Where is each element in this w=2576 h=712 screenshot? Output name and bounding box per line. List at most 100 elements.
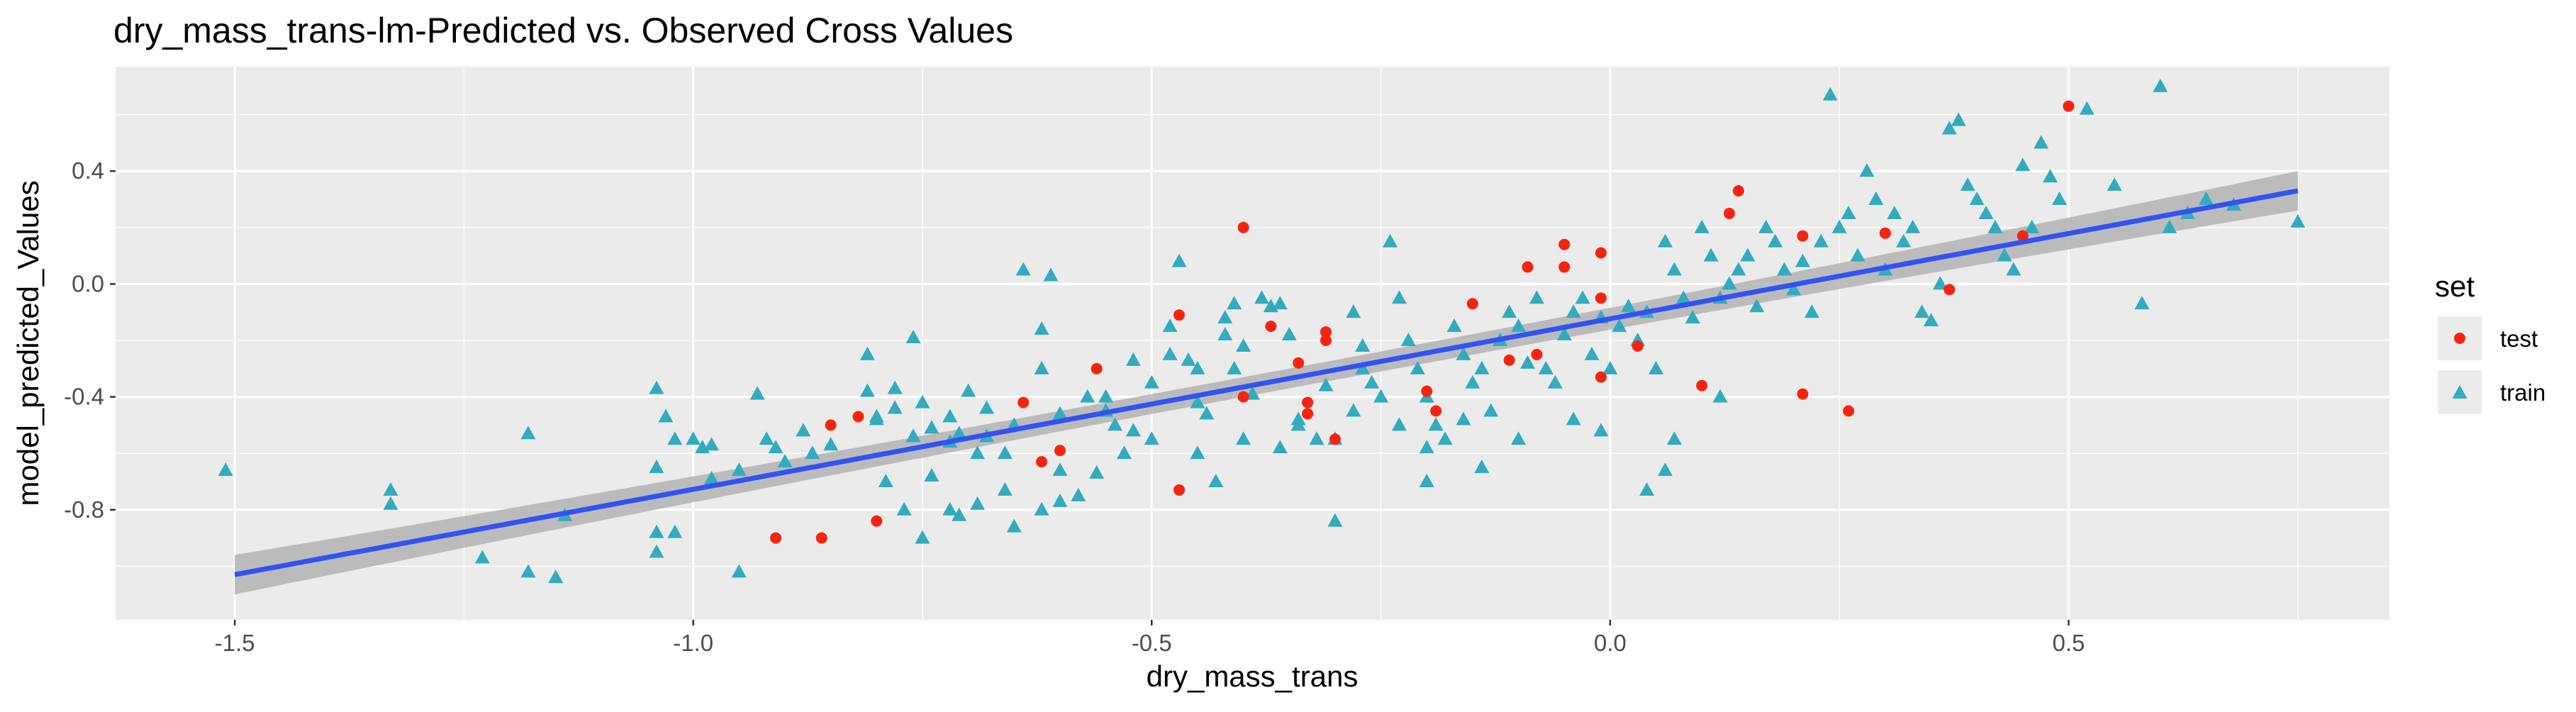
- train-point-36: [924, 468, 939, 482]
- train-point-31: [952, 425, 967, 440]
- train-point-153: [2006, 262, 2022, 276]
- train-point-32: [970, 445, 986, 460]
- train-point-78: [1318, 377, 1334, 391]
- train-point-138: [1868, 191, 1884, 206]
- train-point-54: [1034, 321, 1049, 335]
- train-point-104: [1556, 327, 1572, 341]
- train-point-106: [1575, 290, 1590, 304]
- train-point-132: [1813, 233, 1829, 247]
- legend-label-train: train: [2500, 379, 2546, 406]
- train-point-202: [768, 440, 784, 454]
- train-point-62: [1162, 346, 1178, 360]
- train-point-40: [887, 400, 903, 414]
- test-point-10: [1559, 261, 1571, 273]
- test-point-41: [815, 532, 827, 544]
- train-point-53: [1043, 267, 1059, 282]
- train-point-95: [1474, 360, 1490, 374]
- train-point-38: [905, 330, 921, 344]
- train-point-114: [1648, 360, 1663, 374]
- train-point-170: [1190, 445, 1205, 460]
- train-point-184: [1639, 482, 1655, 496]
- train-point-156: [2034, 135, 2049, 149]
- train-point-144: [1923, 313, 1939, 327]
- test-point-4: [1797, 230, 1809, 242]
- train-point-68: [1217, 327, 1233, 341]
- train-point-180: [1346, 403, 1361, 417]
- fit-line-layer: [234, 188, 2299, 577]
- train-point-123: [1731, 262, 1746, 276]
- test-point-22: [1293, 357, 1305, 369]
- train-point-2: [383, 496, 398, 510]
- train-point-163: [2162, 219, 2178, 233]
- train-point-119: [1694, 219, 1710, 233]
- test-point-29: [1797, 388, 1809, 400]
- train-point-131: [1804, 304, 1819, 318]
- train-point-147: [1951, 112, 1966, 126]
- test-point-2: [1732, 185, 1744, 197]
- train-point-21: [777, 454, 793, 468]
- train-point-11: [667, 431, 683, 445]
- test-point-14: [1173, 309, 1186, 321]
- train-point-129: [1785, 282, 1801, 296]
- train-point-66: [1199, 406, 1215, 420]
- train-point-173: [1272, 440, 1288, 454]
- train-point-159: [2079, 101, 2095, 115]
- train-point-57: [1080, 389, 1095, 403]
- y-tick-label-3: 0.4: [72, 157, 104, 184]
- test-point-19: [1503, 354, 1515, 366]
- train-point-91: [1437, 431, 1453, 445]
- train-point-15: [649, 524, 664, 538]
- train-point-9: [658, 408, 674, 423]
- y-tick-label-1: -0.4: [64, 384, 104, 410]
- train-point-99: [1511, 318, 1527, 333]
- train-point-56: [1052, 406, 1068, 420]
- test-point-40: [770, 532, 782, 544]
- train-point-72: [1254, 290, 1269, 304]
- x-tick-label-2: -0.5: [1132, 630, 1172, 656]
- train-point-92: [1446, 318, 1462, 333]
- test-point-1: [2063, 100, 2075, 112]
- test-point-38: [1173, 484, 1186, 496]
- train-point-64: [1181, 352, 1196, 366]
- train-point-122: [1722, 276, 1737, 290]
- train-point-98: [1502, 304, 1517, 318]
- train-point-182: [1419, 440, 1434, 454]
- train-point-63: [1171, 253, 1187, 267]
- y-tick-label-0: -0.8: [64, 496, 104, 523]
- test-point-30: [1302, 408, 1314, 420]
- train-point-74: [1272, 296, 1288, 310]
- test-point-15: [1265, 321, 1277, 333]
- train-point-16: [649, 544, 664, 558]
- train-point-85: [1382, 233, 1398, 247]
- chart-title: dry_mass_trans-lm-Predicted vs. Observed…: [113, 11, 1013, 50]
- test-point-21: [1091, 362, 1103, 374]
- train-point-80: [1346, 304, 1361, 318]
- train-point-155: [2024, 219, 2040, 233]
- train-point-83: [1364, 374, 1380, 389]
- train-point-67: [1217, 310, 1233, 324]
- test-point-36: [1054, 445, 1066, 457]
- train-points: [218, 78, 2306, 584]
- train-point-10: [649, 460, 664, 474]
- train-point-191: [1474, 460, 1490, 474]
- train-point-140: [1887, 205, 1902, 219]
- y-axis-title: model_predicted_Values: [11, 180, 45, 506]
- train-point-4: [520, 564, 536, 578]
- train-point-115: [1657, 233, 1673, 247]
- test-point-35: [1329, 433, 1341, 445]
- train-point-65: [1190, 394, 1205, 408]
- train-point-45: [859, 346, 875, 360]
- grid-minor: [116, 67, 2390, 620]
- train-point-5: [548, 569, 564, 584]
- train-point-142: [1905, 219, 1921, 233]
- test-point-13: [1595, 292, 1607, 304]
- train-point-33: [970, 496, 986, 510]
- train-point-135: [1841, 205, 1856, 219]
- train-point-101: [1529, 290, 1544, 304]
- train-point-126: [1758, 219, 1774, 233]
- test-point-39: [871, 515, 883, 527]
- train-point-128: [1777, 262, 1792, 276]
- train-point-87: [1400, 333, 1416, 347]
- train-point-177: [1052, 462, 1068, 477]
